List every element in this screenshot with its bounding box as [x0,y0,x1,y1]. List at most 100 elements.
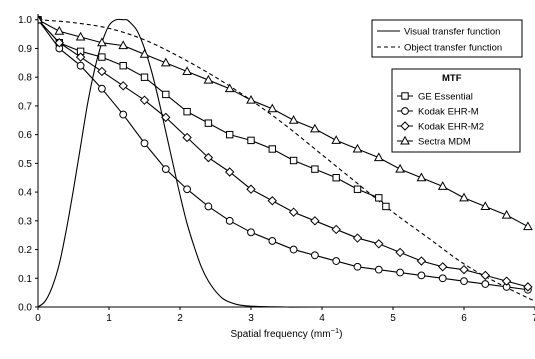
data-point-square [353,185,362,193]
data-point-circle [140,139,149,148]
data-point-square [98,53,106,61]
data-point-diamond [416,256,427,266]
data-point-diamond [267,196,278,206]
data-point-triangle [38,14,43,24]
data-point-triangle [331,135,342,144]
data-point-triangle [523,221,533,231]
data-point-diamond [459,264,469,275]
data-point-diamond [203,152,214,163]
y-tick-label: 0.1 [18,274,32,285]
data-point-triangle [224,83,235,93]
data-point-triangle [182,66,192,75]
legend-mtf-marker-diamond [400,121,410,131]
data-point-circle [311,251,319,260]
legend-object-label: Object transfer function [404,43,502,54]
x-tick-label: 6 [461,313,467,324]
data-point-triangle [395,163,405,173]
data-point-square [119,62,127,70]
data-point-triangle [139,48,150,58]
data-point-square [332,174,340,182]
data-point-triangle [118,40,129,50]
data-point-circle [289,245,298,254]
data-point-circle [247,228,255,237]
y-tick-label: 0.7 [18,101,32,112]
data-point-circle [98,84,106,93]
legend-mtf-label: Kodak EHR-M2 [418,122,484,133]
data-point-circle [460,277,468,286]
data-point-triangle [267,103,278,113]
data-point-square [311,165,319,173]
axes-layer: 0.0 0.1 0.2 0.3 0.4 0.5 0.6 0.7 0.8 0.9 1.0 0 1 2 3 4 5 6… [18,14,535,340]
legend-mtf-label: Kodak EHR-M [418,107,479,118]
data-point-triangle [480,201,491,210]
legend-mtf-marker-circle [401,107,409,115]
data-point-circle [481,280,490,288]
data-point-diamond [288,207,299,217]
series-diamond [38,15,533,292]
data-point-square [382,202,390,211]
data-point-diamond [54,38,65,48]
data-point-circle [204,202,213,211]
x-tick-label: 5 [390,313,396,324]
data-point-diamond [501,276,512,286]
data-point-square [204,119,213,127]
data-point-square [140,73,149,81]
data-point-circle [396,268,405,277]
x-tick-label: 7 [532,313,535,324]
y-tick-label: 0.6 [18,130,32,141]
data-point-diamond [139,95,150,105]
legend-mtf-marker-square [401,92,409,100]
data-point-circle [161,165,170,174]
y-tick-label: 0.0 [18,303,32,314]
visual-transfer-curve [38,18,535,308]
data-point-circle [268,237,277,245]
legend-mtf-entries: GE Essential Kodak EHR-M Kodak EHR-M2 Sectr… [397,92,484,148]
data-point-triangle [54,26,65,35]
y-tick-label: 0.3 [18,216,32,227]
x-tick-label: 4 [319,313,325,324]
y-tick-label: 1.0 [18,15,32,26]
data-point-triangle [437,181,448,190]
data-point-diamond [523,282,533,292]
legend-mtf-label: Sectra MDM [418,137,471,148]
y-tick-label: 0.9 [18,44,32,55]
data-point-circle [332,257,341,265]
data-point-circle [417,271,426,280]
series-line [38,19,529,288]
data-point-triangle [160,57,171,67]
object-transfer-curve [38,19,535,302]
data-point-circle [374,265,383,274]
series-square [38,16,390,211]
data-point-square [226,130,234,139]
data-point-diamond [224,167,235,177]
data-point-diamond [246,184,256,194]
data-point-triangle [352,143,363,153]
y-tick-label: 0.5 [18,159,32,170]
data-point-diamond [352,233,363,243]
legend-mtf-marker-triangle [400,135,410,145]
y-tick-label: 0.4 [18,188,32,199]
data-point-triangle [501,209,512,219]
series-triangle [38,14,533,231]
plot-layer [38,14,535,308]
data-point-triangle [75,31,86,41]
data-point-diamond [331,224,341,235]
data-point-square [247,136,255,145]
data-point-circle [76,61,85,70]
data-point-triangle [373,152,384,162]
data-point-diamond [161,112,171,123]
data-point-diamond [118,81,128,91]
data-point-triangle [310,123,320,133]
legend-visual-label: Visual transfer function [404,27,500,38]
legend-reference-box [371,19,523,58]
data-point-diamond [395,247,405,258]
x-tick-label: 3 [248,313,254,324]
legend-mtf: MTF GE Essential Kodak EHR-M Kodak EHR-M2 S… [391,68,521,153]
data-point-square [183,107,191,116]
data-point-square [375,194,383,202]
data-point-diamond [374,239,384,249]
data-point-diamond [75,52,86,62]
data-point-circle [225,216,234,225]
